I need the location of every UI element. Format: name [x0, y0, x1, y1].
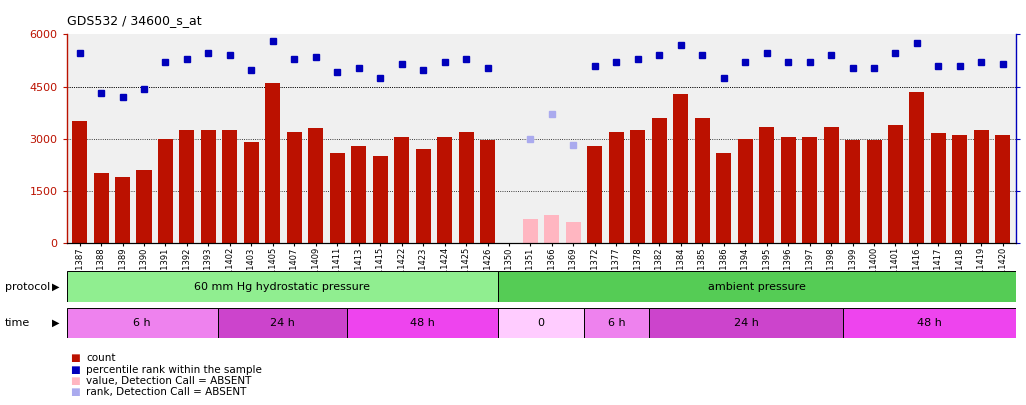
- Bar: [394, 137, 409, 243]
- Bar: [158, 139, 173, 243]
- Bar: [308, 128, 323, 243]
- Bar: [416, 149, 431, 243]
- Bar: [180, 130, 195, 243]
- Text: count: count: [86, 354, 116, 363]
- Bar: [523, 219, 538, 243]
- Text: rank, Detection Call = ABSENT: rank, Detection Call = ABSENT: [86, 388, 246, 397]
- Bar: [566, 222, 581, 243]
- Text: time: time: [5, 318, 31, 328]
- Text: 24 h: 24 h: [734, 318, 758, 328]
- Text: ambient pressure: ambient pressure: [708, 281, 805, 292]
- Bar: [67, 271, 498, 302]
- Bar: [630, 130, 645, 243]
- Bar: [201, 130, 215, 243]
- Bar: [72, 122, 87, 243]
- Bar: [824, 126, 838, 243]
- Text: ■: ■: [70, 376, 80, 386]
- Text: ▶: ▶: [52, 281, 60, 292]
- Bar: [649, 308, 843, 338]
- Bar: [244, 142, 259, 243]
- Bar: [716, 153, 732, 243]
- Text: 0: 0: [538, 318, 545, 328]
- Text: 6 h: 6 h: [607, 318, 626, 328]
- Text: 48 h: 48 h: [917, 318, 942, 328]
- Bar: [218, 308, 347, 338]
- Bar: [781, 137, 795, 243]
- Text: 6 h: 6 h: [133, 318, 151, 328]
- Bar: [887, 125, 903, 243]
- Text: GDS532 / 34600_s_at: GDS532 / 34600_s_at: [67, 14, 201, 27]
- Bar: [673, 94, 688, 243]
- Bar: [909, 92, 924, 243]
- Bar: [608, 132, 624, 243]
- Bar: [995, 135, 1011, 243]
- Bar: [952, 135, 968, 243]
- Bar: [759, 126, 775, 243]
- Bar: [585, 308, 649, 338]
- Bar: [329, 153, 345, 243]
- Bar: [136, 170, 152, 243]
- Bar: [695, 118, 710, 243]
- Bar: [437, 137, 452, 243]
- Bar: [347, 308, 498, 338]
- Text: 60 mm Hg hydrostatic pressure: 60 mm Hg hydrostatic pressure: [194, 281, 370, 292]
- Text: ■: ■: [70, 388, 80, 397]
- Bar: [587, 146, 602, 243]
- Bar: [67, 308, 218, 338]
- Bar: [480, 141, 496, 243]
- Bar: [545, 215, 559, 243]
- Bar: [843, 308, 1016, 338]
- Bar: [498, 308, 585, 338]
- Text: 48 h: 48 h: [410, 318, 435, 328]
- Bar: [115, 177, 130, 243]
- Bar: [459, 132, 474, 243]
- Bar: [498, 271, 1016, 302]
- Bar: [93, 173, 109, 243]
- Text: ▶: ▶: [52, 318, 60, 328]
- Text: 24 h: 24 h: [270, 318, 294, 328]
- Bar: [223, 130, 237, 243]
- Text: protocol: protocol: [5, 281, 50, 292]
- Bar: [802, 137, 817, 243]
- Text: value, Detection Call = ABSENT: value, Detection Call = ABSENT: [86, 376, 251, 386]
- Bar: [287, 132, 302, 243]
- Bar: [652, 118, 667, 243]
- Text: ■: ■: [70, 354, 80, 363]
- Text: percentile rank within the sample: percentile rank within the sample: [86, 365, 262, 375]
- Bar: [372, 156, 388, 243]
- Bar: [738, 139, 753, 243]
- Bar: [931, 134, 946, 243]
- Bar: [266, 83, 280, 243]
- Bar: [867, 141, 881, 243]
- Bar: [974, 130, 989, 243]
- Bar: [351, 146, 366, 243]
- Text: ■: ■: [70, 365, 80, 375]
- Bar: [845, 141, 860, 243]
